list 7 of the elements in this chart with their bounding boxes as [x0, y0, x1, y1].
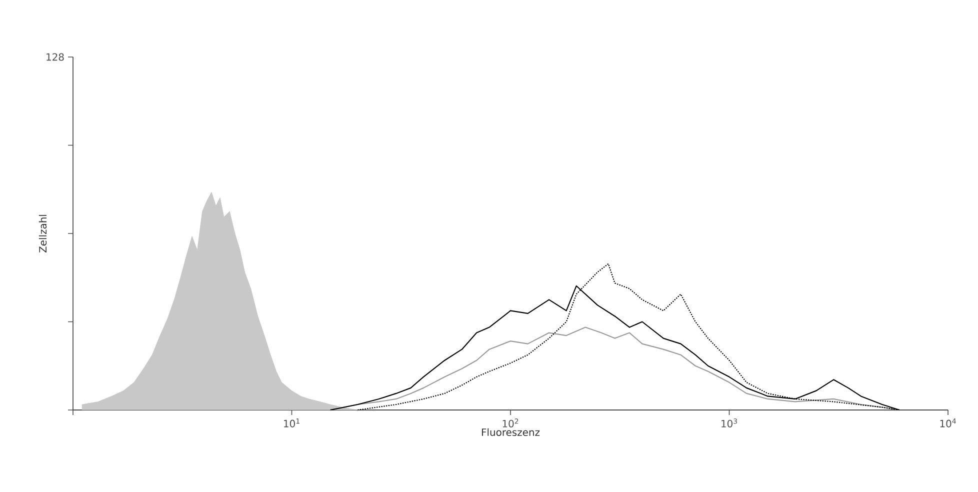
x-tick-label: 10$^{1}$ [284, 418, 300, 428]
x-tick-label: 10$^{3}$ [722, 418, 738, 428]
y-axis-title: Zellzahl [38, 214, 47, 252]
x-tick-label: 10$^{2}$ [502, 418, 518, 428]
y-tick-label: 128 [46, 53, 64, 61]
x-axis-title: Fluoreszenz [482, 428, 540, 436]
x-tick-label: 10$^{4}$ [940, 418, 956, 428]
